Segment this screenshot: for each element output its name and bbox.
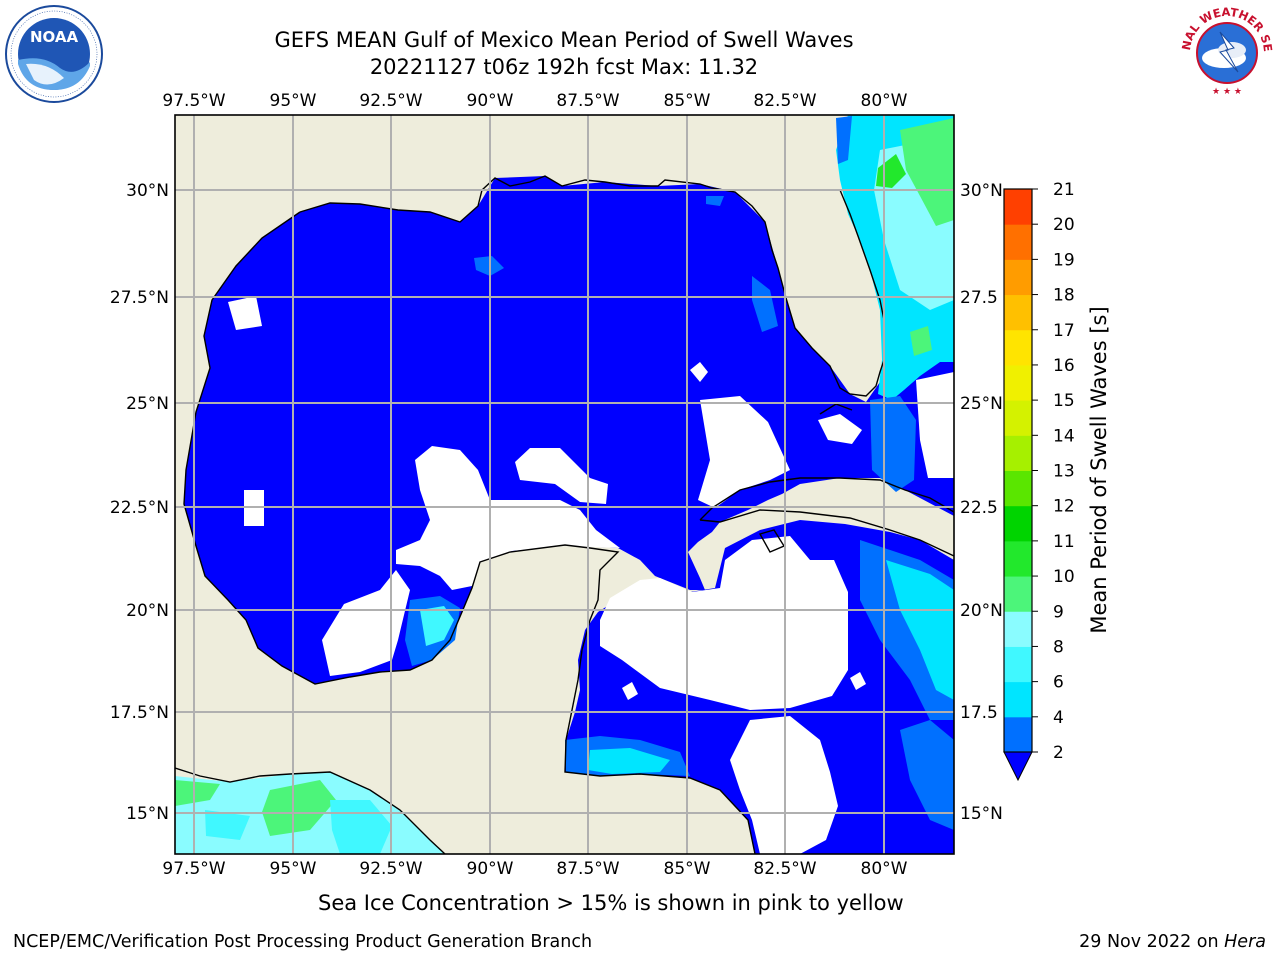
colorbar-band (1004, 294, 1032, 331)
lat-tick-label: 20°N (126, 601, 169, 621)
colorbar-band (1004, 681, 1032, 718)
lon-tick-label: 90°W (467, 859, 514, 879)
colorbar-band (1004, 364, 1032, 401)
sea-ice-note: Sea Ice Concentration > 15% is shown in … (318, 891, 904, 915)
lat-tick-label: 15°N (960, 804, 1003, 824)
lon-tick-label: 97.5°W (162, 91, 225, 111)
campeche-field-cyan (420, 606, 454, 646)
gulf-patch (706, 196, 724, 206)
colorbar-tick-label: 16 (1053, 356, 1075, 376)
colorbar-tick-label: 6 (1053, 673, 1064, 693)
pacific-swell-field-green (262, 780, 336, 836)
lat-tick-label: 15°N (126, 804, 169, 824)
lon-tick-label: 95°W (270, 91, 317, 111)
lat-tick-label: 27.5 (960, 288, 998, 308)
colorbar-band (1004, 189, 1032, 225)
lat-tick-label: 27.5°N (110, 288, 169, 308)
atlantic-swell-field-green (900, 118, 954, 226)
lat-labels-right: 30°N 27.5 25°N 22.5 20°N 17.5 15°N (960, 181, 1003, 824)
colorbar-tick-label: 14 (1053, 426, 1075, 446)
footer-date-text: 29 Nov 2022 on (1079, 932, 1225, 952)
lon-tick-label: 80°W (861, 859, 908, 879)
lat-tick-label: 22.5°N (110, 498, 169, 518)
colorbar-band (1004, 329, 1032, 366)
lon-tick-label: 87.5°W (556, 91, 619, 111)
colorbar-title: Mean Period of Swell Waves [s] (1087, 306, 1111, 633)
nws-logo: NATIONAL WEATHER SERVICE ★ ★ ★ (1176, 2, 1276, 102)
svg-text:★ ★ ★: ★ ★ ★ (1212, 87, 1242, 97)
colorbar-tick-label: 9 (1053, 602, 1064, 622)
colorbar-extend-arrow (1003, 751, 1033, 782)
lon-tick-label: 92.5°W (359, 91, 422, 111)
colorbar-band (1004, 505, 1032, 542)
colorbar-band (1004, 259, 1032, 296)
footer-date: 29 Nov 2022 on Hera (1079, 932, 1266, 952)
svg-text:NOAA: NOAA (30, 28, 79, 46)
colorbar-tick-label: 12 (1053, 497, 1075, 517)
map-title: GEFS MEAN Gulf of Mexico Mean Period of … (274, 28, 854, 52)
lon-labels-top: 97.5°W 95°W 92.5°W 90°W 87.5°W 85°W 82.5… (162, 91, 907, 111)
caribbean-field-cyan (886, 560, 954, 700)
colorbar-band (1004, 576, 1032, 612)
coastlines (175, 175, 954, 854)
colorbar-band (1004, 470, 1032, 507)
footer-branch: NCEP/EMC/Verification Post Processing Pr… (13, 932, 593, 952)
colorbar-tick-label: 8 (1053, 637, 1064, 657)
colorbar-band (1004, 646, 1032, 683)
caribbean-field-cyan (588, 748, 670, 774)
colorbar-tick-label: 2 (1053, 743, 1064, 763)
grid-lines (175, 115, 954, 854)
map-frame (174, 114, 955, 855)
map-subtitle: 20221127 t06z 192h fcst Max: 11.32 (369, 55, 759, 79)
lon-tick-label: 80°W (861, 91, 908, 111)
caribbean-field-blue (900, 720, 954, 830)
colorbar-tick-label: 20 (1053, 215, 1075, 235)
colorbar-band (1004, 400, 1032, 436)
gulf-patch (752, 276, 778, 332)
colorbar-band (1004, 540, 1032, 577)
colorbar-tick-label: 11 (1053, 532, 1075, 552)
lon-tick-label: 85°W (664, 91, 711, 111)
lat-tick-label: 25°N (960, 394, 1003, 414)
lon-tick-label: 95°W (270, 859, 317, 879)
footer-host: Hera (1224, 932, 1266, 952)
colorbar-tick-label: 17 (1053, 321, 1075, 341)
colorbar-band (1004, 716, 1032, 753)
colorbar-tick-label: 10 (1053, 567, 1075, 587)
colorbar-tick-label: 4 (1053, 708, 1064, 728)
colorbar-band (1004, 435, 1032, 471)
pacific-swell-field-green (175, 780, 220, 806)
lat-labels-left: 30°N 27.5°N 25°N 22.5°N 20°N 17.5°N 15°N (110, 181, 169, 824)
colorbar-tick-label: 21 (1053, 180, 1075, 200)
noaa-logo: NOAA (5, 5, 103, 103)
colorbar: 2 4 6 8 9 10 11 12 13 14 15 16 17 18 19 20 21 Mean Perio… (1003, 180, 1111, 782)
lat-tick-label: 22.5 (960, 498, 998, 518)
atlantic-swell-field-green (910, 326, 932, 356)
lon-tick-label: 82.5°W (753, 859, 816, 879)
lon-tick-label: 87.5°W (556, 859, 619, 879)
colorbar-tick-label: 13 (1053, 462, 1075, 482)
colorbar-band (1004, 611, 1032, 647)
lat-tick-label: 20°N (960, 601, 1003, 621)
lon-tick-label: 97.5°W (162, 859, 225, 879)
lon-tick-label: 82.5°W (753, 91, 816, 111)
atlantic-swell-field-blue (870, 396, 916, 492)
lat-tick-label: 17.5°N (110, 703, 169, 723)
colorbar-tick-label: 18 (1053, 286, 1075, 306)
pacific-swell-field-cyan (205, 810, 250, 840)
lon-tick-label: 85°W (664, 859, 711, 879)
colorbar-tick-label: 15 (1053, 391, 1075, 411)
lat-tick-label: 25°N (126, 394, 169, 414)
lon-tick-label: 90°W (467, 91, 514, 111)
atlantic-swell-field-blue (836, 116, 852, 164)
colorbar-band (1004, 224, 1032, 260)
lat-tick-label: 30°N (126, 181, 169, 201)
lon-tick-label: 92.5°W (359, 859, 422, 879)
lat-tick-label: 30°N (960, 181, 1003, 201)
lat-tick-label: 17.5 (960, 703, 998, 723)
colorbar-tick-label: 19 (1053, 250, 1075, 270)
lon-labels-bottom: 97.5°W 95°W 92.5°W 90°W 87.5°W 85°W 82.5… (162, 859, 907, 879)
